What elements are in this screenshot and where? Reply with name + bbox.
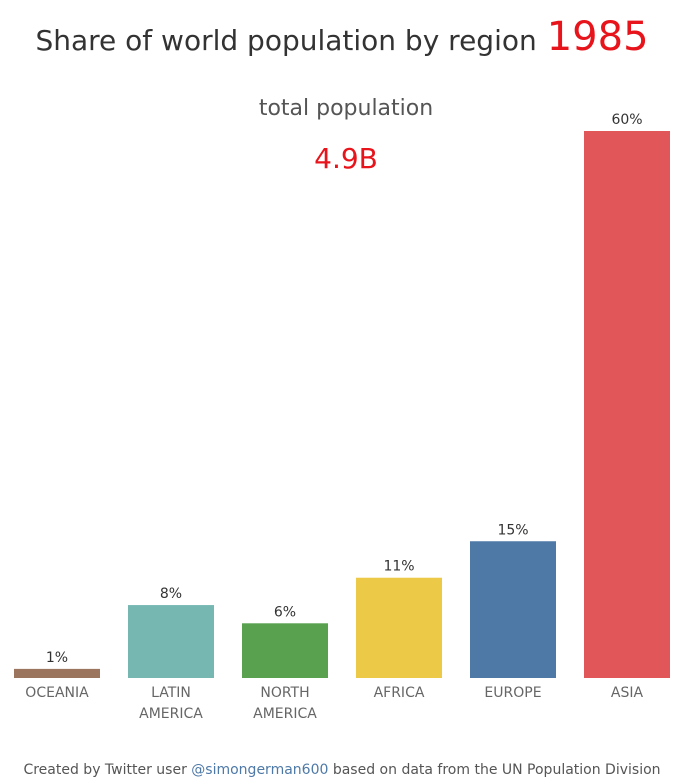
twitter-handle-link[interactable]: @simongerman600	[191, 762, 329, 778]
data-label-oceania: 1%	[46, 650, 68, 666]
tick-label-north-america: NORTH AMERICA	[253, 685, 317, 722]
chart-year: 1985	[546, 14, 649, 60]
bar-latin-america[interactable]	[128, 605, 214, 678]
footer-suffix: based on data from the UN Population Div…	[328, 762, 661, 778]
tick-label-oceania: OCEANIA	[25, 685, 89, 701]
data-label-asia: 60%	[611, 112, 642, 128]
footer-credit: Created by Twitter user @simongerman600 …	[0, 762, 684, 778]
footer-prefix: Created by Twitter user	[23, 762, 192, 778]
chart-title-row: Share of world population by region 1985	[0, 14, 684, 74]
bar-chart: 1% OCEANIA 8% LATIN AMERICA 6% NORTH AMERICA 11%…	[14, 112, 670, 722]
tick-label-latin-america: LATIN AMERICA	[139, 685, 203, 722]
total-population-label: total population	[258, 96, 434, 121]
tick-label-africa: AFRICA	[374, 685, 425, 701]
bar-asia[interactable]	[584, 131, 670, 678]
data-label-latin-america: 8%	[160, 586, 182, 602]
data-label-europe: 15%	[497, 522, 528, 538]
total-population-value: 4.9B	[314, 142, 378, 175]
chart-title: Share of world population by region	[35, 24, 537, 57]
bar-africa[interactable]	[356, 577, 442, 678]
data-label-africa: 11%	[383, 559, 414, 575]
data-label-north-america: 6%	[274, 604, 296, 620]
tick-label-europe: EUROPE	[484, 685, 541, 701]
bar-europe[interactable]	[470, 541, 556, 678]
bar-oceania[interactable]	[14, 668, 100, 678]
bar-north-america[interactable]	[242, 623, 328, 678]
tick-label-asia: ASIA	[611, 685, 644, 701]
